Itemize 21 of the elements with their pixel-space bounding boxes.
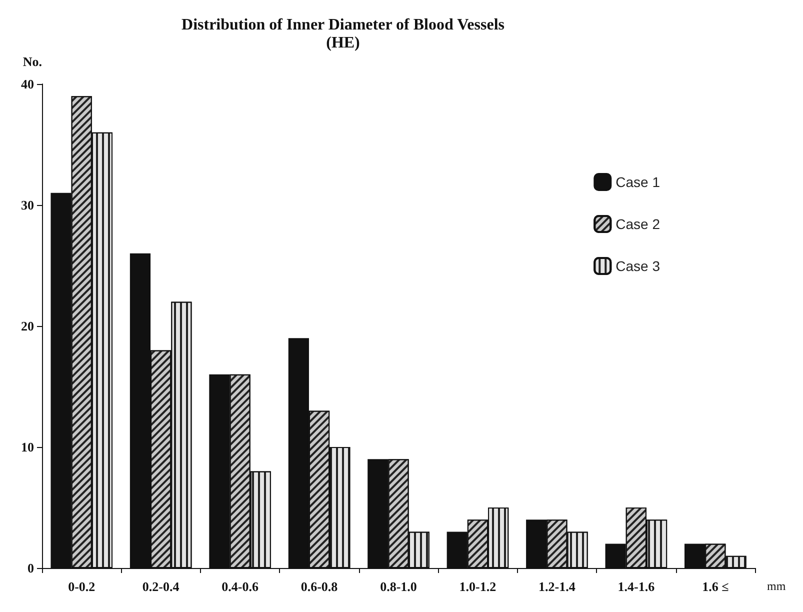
x-tick-label: 0.2-0.4 — [142, 579, 180, 594]
x-tick-label: 1.4-1.6 — [618, 579, 656, 594]
legend-label: Case 3 — [616, 258, 660, 274]
y-tick-label: 30 — [21, 198, 34, 212]
x-axis-title: mm — [767, 579, 786, 593]
x-tick-label: 0.4-0.6 — [222, 579, 259, 594]
y-tick-label: 10 — [21, 440, 34, 454]
x-tick-label: 1.2-1.4 — [538, 579, 576, 594]
x-tick-label: 1.0-1.2 — [459, 579, 496, 594]
y-tick-label: 20 — [21, 318, 34, 334]
x-tick-label: 1.6 ≤ — [702, 579, 729, 594]
y-tick-label: 0 — [28, 560, 34, 576]
x-tick-label: 0.8-1.0 — [380, 579, 417, 594]
y-tick-label: 40 — [21, 76, 34, 92]
x-tick-label: 0.6-0.8 — [300, 579, 338, 594]
y-axis-title: No. — [22, 54, 42, 69]
legend-label: Case 2 — [616, 216, 660, 232]
chart-title: Distribution of Inner Diameter of Blood Vessels — [182, 16, 504, 34]
legend-label: Case 1 — [616, 174, 660, 190]
x-tick-label: 0-0.2 — [68, 579, 96, 594]
chart-subtitle: (HE) — [326, 34, 360, 52]
